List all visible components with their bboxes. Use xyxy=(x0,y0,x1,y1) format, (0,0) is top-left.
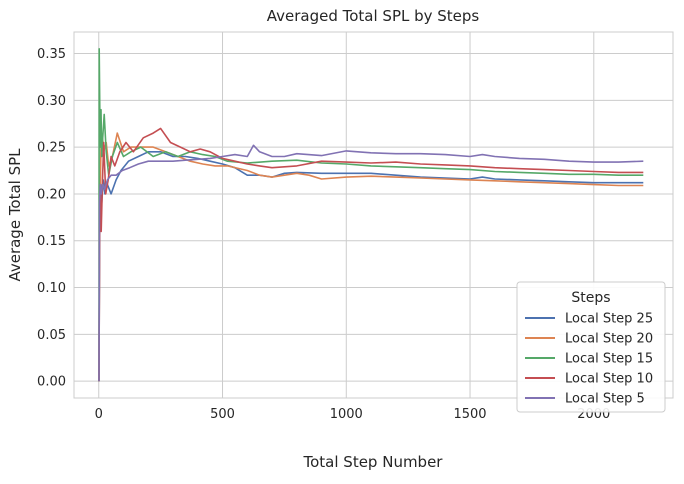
series-line-3 xyxy=(98,48,644,382)
legend-label: Local Step 25 xyxy=(565,312,653,327)
x-axis-label: Total Step Number xyxy=(303,453,444,471)
y-axis-label: Average Total SPL xyxy=(6,148,24,282)
legend-label: Local Step 20 xyxy=(565,332,653,347)
y-tick-label: 0.05 xyxy=(37,328,66,343)
series-group xyxy=(98,48,644,382)
x-tick-label: 1000 xyxy=(330,407,363,422)
legend-label: Local Step 5 xyxy=(565,392,645,407)
y-tick-label: 0.20 xyxy=(37,187,66,202)
series-line-2 xyxy=(98,132,644,382)
x-tick-label: 500 xyxy=(210,407,235,422)
legend-label: Local Step 15 xyxy=(565,352,653,367)
legend-title: Steps xyxy=(571,290,610,306)
legend-box xyxy=(516,281,666,413)
y-tick-label: 0.10 xyxy=(37,281,66,296)
y-tick-label: 0.00 xyxy=(37,375,66,390)
y-tick-label: 0.15 xyxy=(37,234,66,249)
series-line-5 xyxy=(98,144,644,382)
x-tick-label: 0 xyxy=(95,407,103,422)
x-tick-label: 1500 xyxy=(453,407,486,422)
y-tick-label: 0.25 xyxy=(37,141,66,156)
y-tick-label: 0.35 xyxy=(37,47,66,62)
x-tick-labels: 0 500 1000 1500 2000 xyxy=(95,407,611,422)
legend-items: Local Step 25 Local Step 20 Local Step 15 L… xyxy=(525,312,653,407)
series-line-4 xyxy=(98,127,644,382)
y-tick-labels: 0.00 0.05 0.10 0.15 0.20 0.25 0.30 0.35 xyxy=(37,47,66,390)
y-tick-label: 0.30 xyxy=(37,94,66,109)
legend-label: Local Step 10 xyxy=(565,372,653,387)
chart-title: Averaged Total SPL by Steps xyxy=(267,7,480,25)
